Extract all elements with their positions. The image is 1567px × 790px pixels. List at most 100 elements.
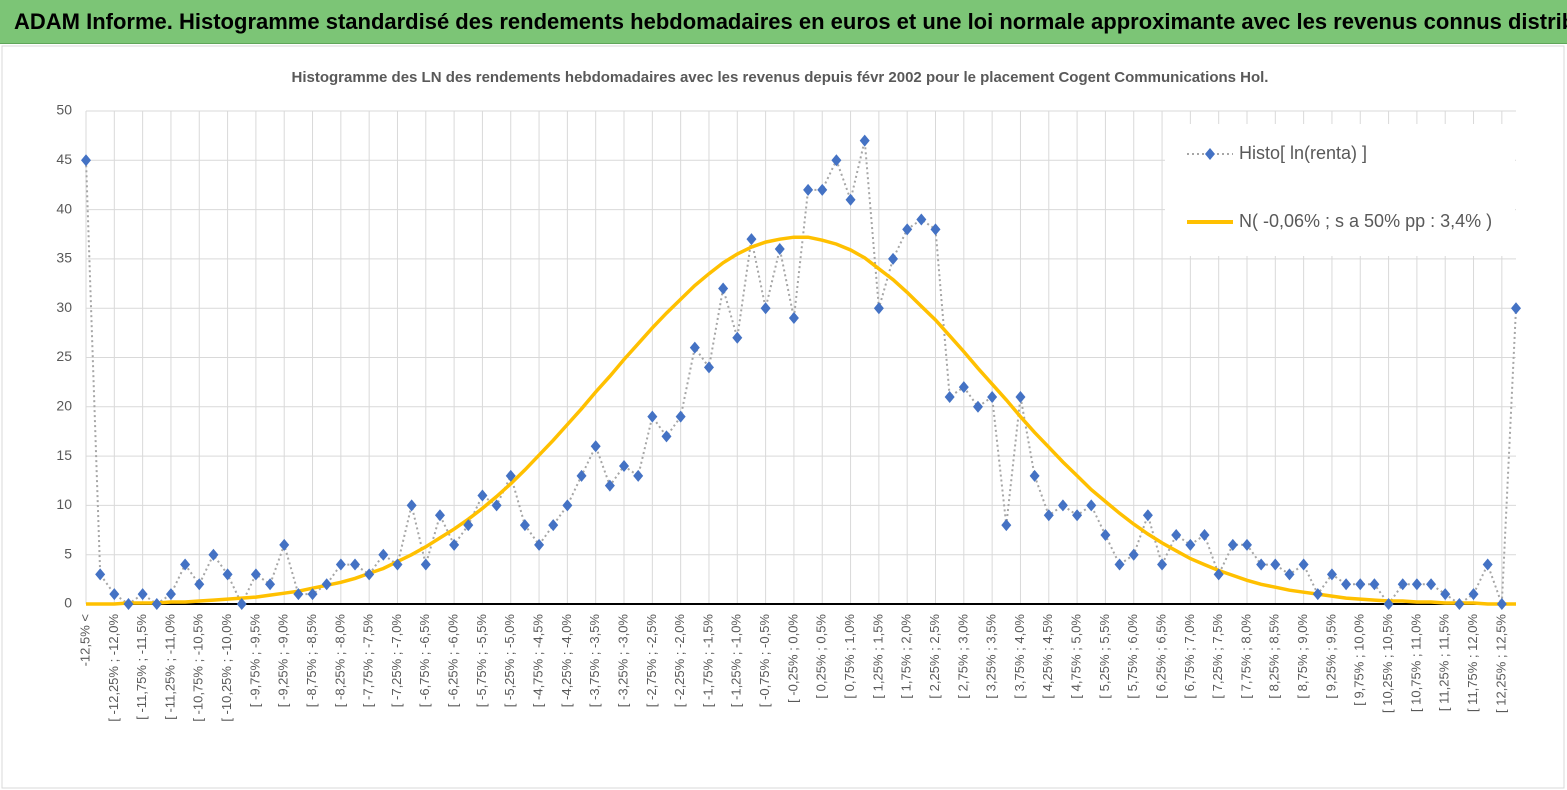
- histogram-point: [576, 469, 587, 482]
- histogram-point: [647, 410, 658, 423]
- x-tick-label: [ -7,25% ; -7,0%: [389, 614, 404, 708]
- histogram-point: [1213, 568, 1224, 581]
- x-tick-label: [ 4,75% ; 5,0%: [1069, 614, 1084, 699]
- histogram-point: [902, 223, 913, 236]
- histogram-point: [1383, 598, 1394, 610]
- histogram-point: [930, 223, 941, 236]
- histogram-point: [1426, 578, 1437, 591]
- histogram-point: [1057, 499, 1068, 512]
- histogram-point: [987, 390, 998, 403]
- histogram-point: [350, 558, 361, 571]
- x-tick-label: [ -12,25% ; -12,0%: [106, 614, 121, 722]
- x-tick-label: [ 0,25% ; 0,5%: [814, 614, 829, 699]
- histogram-point: [477, 489, 488, 502]
- y-tick-label: 50: [56, 102, 72, 118]
- histogram-point: [194, 578, 205, 591]
- histogram-point: [1454, 598, 1465, 610]
- histogram-point: [859, 134, 870, 147]
- y-tick-label: 35: [56, 250, 72, 266]
- chart: Histogramme des LN des rendements hebdom…: [1, 45, 1565, 789]
- histogram-point: [1142, 509, 1153, 522]
- x-tick-label: [ -10,25% ; -10,0%: [219, 614, 234, 722]
- histogram-point: [1355, 578, 1366, 591]
- histogram-point: [590, 440, 601, 453]
- histogram-point: [109, 588, 120, 601]
- histogram-point: [633, 469, 644, 482]
- x-tick-label: [ -5,75% ; -5,5%: [474, 614, 489, 708]
- histogram-point: [293, 588, 304, 601]
- histogram-point: [1043, 509, 1054, 522]
- x-tick-label: [ 9,75% ; 10,0%: [1352, 614, 1367, 706]
- histogram-point: [1482, 558, 1493, 571]
- histogram-point: [392, 558, 403, 571]
- x-tick-label: [ -1,75% ; -1,5%: [700, 614, 715, 708]
- histogram-point: [1015, 390, 1026, 403]
- histogram-point: [321, 578, 332, 591]
- histogram-point: [1326, 568, 1337, 581]
- histogram-point: [661, 430, 672, 443]
- histogram-point: [1086, 499, 1097, 512]
- histogram-point: [434, 509, 445, 522]
- histogram-point: [307, 588, 318, 601]
- histogram-point: [222, 568, 233, 581]
- x-tick-label: [ 9,25% ; 9,5%: [1323, 614, 1338, 699]
- x-tick-label: [ 4,25% ; 4,5%: [1040, 614, 1055, 699]
- x-tick-label: -12,5% <: [77, 614, 92, 666]
- histogram-point: [236, 598, 247, 610]
- x-tick-label: [ -7,75% ; -7,5%: [361, 614, 376, 708]
- histogram-point: [619, 459, 630, 472]
- histogram-point: [1256, 558, 1267, 571]
- histogram-point: [803, 183, 814, 196]
- histogram-point: [463, 519, 474, 532]
- x-tick-label: [ 11,25% ; 11,5%: [1437, 614, 1452, 712]
- histogram-point: [718, 282, 729, 295]
- y-tick-label: 45: [56, 151, 72, 167]
- histogram-point: [1100, 528, 1111, 541]
- legend-marker: [1205, 148, 1215, 160]
- x-tick-label: [ 8,75% ; 9,0%: [1295, 614, 1310, 699]
- header-title: ADAM Informe. Histogramme standardisé de…: [0, 0, 1567, 44]
- histogram-point: [760, 302, 771, 315]
- histogram-point: [1496, 598, 1507, 610]
- histogram-point: [1128, 548, 1139, 561]
- x-tick-label: [ 2,75% ; 3,0%: [955, 614, 970, 699]
- histogram-point: [1298, 558, 1309, 571]
- y-tick-label: 25: [56, 348, 72, 364]
- histogram-point: [845, 193, 856, 206]
- histogram-point: [1241, 538, 1252, 551]
- histogram-point: [746, 233, 757, 246]
- histogram-point: [1001, 519, 1012, 532]
- histogram-point: [335, 558, 346, 571]
- histogram-point: [279, 538, 290, 551]
- x-tick-label: [ -11,75% ; -11,5%: [134, 614, 149, 720]
- x-tick-label: [ 8,25% ; 8,5%: [1267, 614, 1282, 699]
- histogram-point: [265, 578, 276, 591]
- histogram-point: [519, 519, 530, 532]
- histogram-point: [449, 538, 460, 551]
- x-tick-label: [ 6,75% ; 7,0%: [1182, 614, 1197, 699]
- histogram-point: [1312, 588, 1323, 601]
- histogram-point: [491, 499, 502, 512]
- histogram-point: [1157, 558, 1168, 571]
- x-tick-label: [ 10,75% ; 11,0%: [1408, 614, 1423, 712]
- x-tick-label: [ -11,25% ; -11,0%: [162, 614, 177, 720]
- x-tick-label: [ 5,25% ; 5,5%: [1097, 614, 1112, 699]
- x-tick-label: [ -5,25% ; -5,0%: [502, 614, 517, 708]
- histogram-point: [1171, 528, 1182, 541]
- x-tick-label: [ 1,75% ; 2,0%: [899, 614, 914, 699]
- legend-label: N( -0,06% ; s a 50% pp : 3,4% ): [1239, 211, 1492, 231]
- histogram-point: [831, 154, 842, 167]
- y-tick-label: 5: [64, 545, 72, 561]
- chart-title: Histogramme des LN des rendements hebdom…: [292, 69, 1269, 86]
- legend-box: [1165, 124, 1515, 256]
- histogram-point: [1199, 528, 1210, 541]
- histogram-point: [180, 558, 191, 571]
- histogram-point: [208, 548, 219, 561]
- histogram-point: [1341, 578, 1352, 591]
- x-tick-label: [ -3,25% ; -3,0%: [615, 614, 630, 708]
- histogram-point: [420, 558, 431, 571]
- x-tick-label: [ 2,25% ; 2,5%: [927, 614, 942, 699]
- x-tick-label: [ -9,75% ; -9,5%: [247, 614, 262, 708]
- histogram-point: [958, 381, 969, 394]
